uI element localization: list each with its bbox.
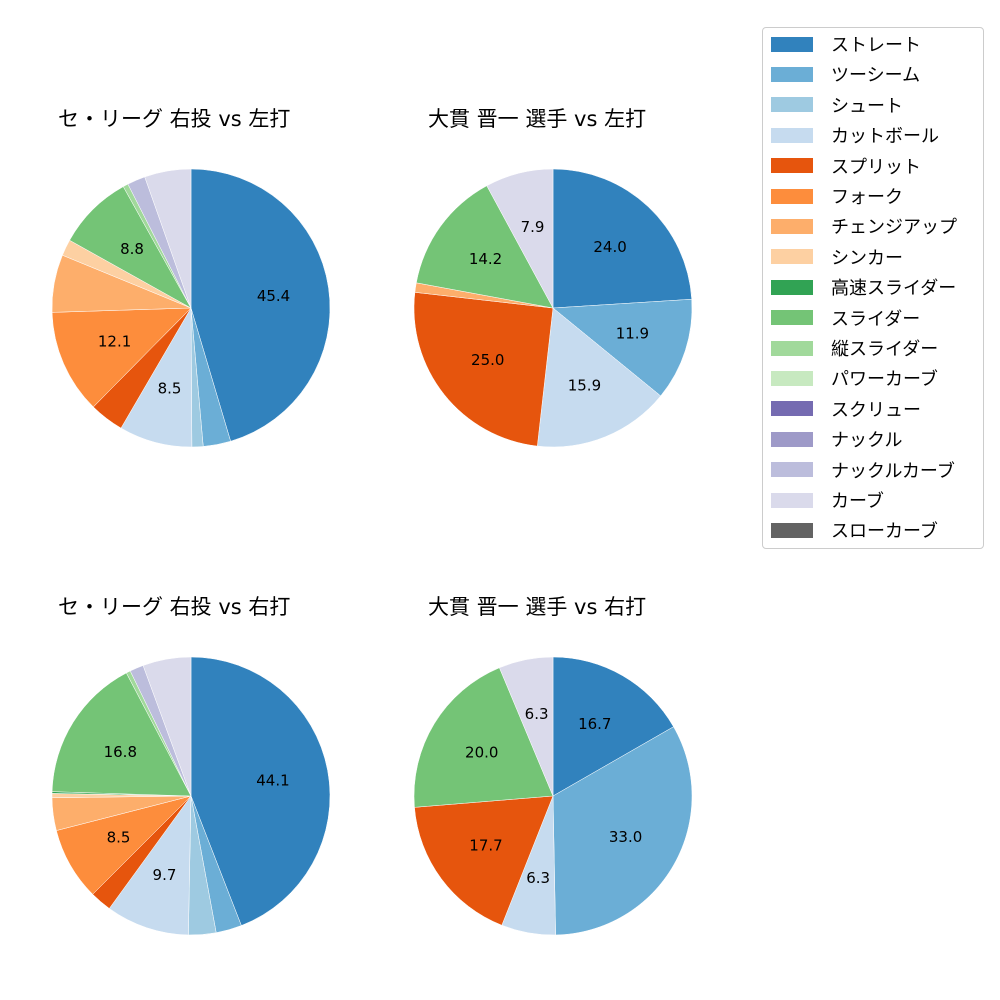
pie-slice bbox=[414, 795, 554, 926]
chart-title-top-left: セ・リーグ 右投 vs 左打 bbox=[58, 107, 291, 131]
pie-chart: 45.4 8.5 12.1 8.8 bbox=[51, 168, 331, 448]
legend-label: フォーク bbox=[831, 187, 903, 208]
slice-label: 24.0 bbox=[593, 238, 626, 256]
legend-label: 高速スライダー bbox=[831, 278, 957, 300]
legend-label: チェンジアップ bbox=[831, 217, 957, 239]
legend-swatch bbox=[771, 370, 813, 386]
pie-slice bbox=[51, 307, 192, 408]
pie-slice bbox=[51, 672, 192, 797]
legend-item: スプリット bbox=[771, 156, 921, 178]
legend-label: スライダー bbox=[831, 308, 921, 330]
pie-slice bbox=[552, 726, 693, 936]
slice-label: 45.4 bbox=[257, 287, 290, 305]
pie-chart: 16.7 33.0 6.3 17.7 20.0 6.3 bbox=[413, 656, 693, 936]
slice-label: 16.7 bbox=[578, 715, 611, 733]
chart-title-bottom-right: 大貫 晋一 選手 vs 右打 bbox=[428, 595, 647, 619]
chart-title-bottom-left: セ・リーグ 右投 vs 右打 bbox=[58, 595, 291, 619]
pie-slice bbox=[552, 299, 693, 397]
legend-label: カットボール bbox=[831, 126, 939, 148]
legend-swatch bbox=[771, 462, 813, 478]
pie-slice bbox=[486, 168, 554, 309]
legend-item: スクリュー bbox=[771, 399, 921, 421]
legend-item: チェンジアップ bbox=[771, 216, 957, 239]
legend-swatch bbox=[771, 158, 813, 174]
legend-label: ストレート bbox=[831, 35, 921, 56]
legend-item: カットボール bbox=[771, 125, 939, 148]
slice-label: 9.7 bbox=[153, 866, 177, 884]
legend: ストレートツーシームシュートカットボール スプリットフォークチェンジアップ シンカー… bbox=[762, 27, 984, 549]
legend-swatch bbox=[771, 310, 813, 326]
pie-slice bbox=[537, 307, 662, 448]
pie-slice bbox=[552, 656, 674, 797]
legend-swatch bbox=[771, 66, 813, 82]
legend-swatch bbox=[771, 401, 813, 417]
legend-label: スローカーブ bbox=[831, 521, 938, 543]
legend-item: ナックル bbox=[771, 429, 903, 452]
pie-chart: 44.1 9.7 8.5 16.8 bbox=[51, 656, 331, 936]
legend-item: シュート bbox=[771, 95, 903, 117]
legend-item: 縦スライダー bbox=[771, 338, 939, 360]
legend-swatch bbox=[771, 127, 813, 143]
slice-label: 17.7 bbox=[469, 837, 502, 855]
slice-label: 6.3 bbox=[525, 705, 549, 723]
legend-swatch bbox=[771, 431, 813, 447]
legend-swatch bbox=[771, 522, 813, 538]
pie-slice bbox=[413, 292, 554, 447]
legend-label: シンカー bbox=[831, 247, 903, 269]
legend-label: シュート bbox=[831, 95, 903, 117]
pie-slice bbox=[416, 185, 554, 309]
legend-item: パワーカーブ bbox=[771, 368, 938, 391]
legend-item: スローカーブ bbox=[771, 520, 938, 543]
legend-label: パワーカーブ bbox=[831, 369, 938, 391]
pie-slice bbox=[190, 656, 331, 926]
legend-swatch bbox=[771, 97, 813, 113]
legend-item: カーブ bbox=[771, 490, 884, 512]
slice-label: 7.9 bbox=[521, 218, 545, 236]
slice-label: 11.9 bbox=[616, 325, 649, 343]
legend-item: スライダー bbox=[771, 308, 921, 330]
slice-label: 15.9 bbox=[568, 376, 601, 394]
legend-label: ツーシーム bbox=[831, 65, 921, 87]
legend-label: ナックルカーブ bbox=[831, 460, 955, 482]
legend-item: 高速スライダー bbox=[771, 277, 957, 300]
slice-label: 33.0 bbox=[609, 828, 642, 846]
slice-label: 25.0 bbox=[471, 351, 504, 369]
pie-slice bbox=[552, 168, 692, 309]
slice-label: 14.2 bbox=[469, 250, 502, 268]
pie-slice bbox=[142, 656, 192, 797]
legend-item: ストレート bbox=[771, 34, 921, 56]
legend-item: シンカー bbox=[771, 247, 903, 269]
slice-label: 8.5 bbox=[107, 828, 131, 846]
legend-label: ナックル bbox=[831, 430, 903, 452]
pie-slice bbox=[108, 795, 192, 936]
pie-slice bbox=[144, 168, 192, 309]
pie-chart: 24.0 11.9 15.9 25.0 14.2 7.9 bbox=[413, 168, 693, 448]
slice-label: 20.0 bbox=[465, 744, 498, 762]
slice-label: 8.5 bbox=[158, 380, 182, 398]
legend-swatch bbox=[771, 340, 813, 356]
slice-label: 44.1 bbox=[256, 772, 289, 790]
pie-slice bbox=[499, 656, 554, 797]
legend-label: スプリット bbox=[831, 156, 921, 178]
legend-swatch bbox=[771, 279, 813, 295]
slice-label: 16.8 bbox=[104, 743, 137, 761]
chart-title-top-right: 大貫 晋一 選手 vs 左打 bbox=[428, 107, 647, 131]
legend-swatch bbox=[771, 188, 813, 204]
legend-item: ツーシーム bbox=[771, 64, 921, 87]
legend-label: 縦スライダー bbox=[831, 339, 939, 360]
legend-swatch bbox=[771, 249, 813, 265]
legend-item: フォーク bbox=[771, 186, 903, 208]
legend-swatch bbox=[771, 218, 813, 234]
slice-label: 8.8 bbox=[120, 240, 144, 258]
slice-label: 6.3 bbox=[526, 869, 550, 887]
slice-label: 12.1 bbox=[98, 332, 131, 350]
legend-label: スクリュー bbox=[831, 399, 921, 421]
legend-swatch bbox=[771, 36, 813, 52]
legend-swatch bbox=[771, 492, 813, 508]
pie-slice bbox=[413, 667, 554, 808]
pie-slice bbox=[190, 168, 331, 442]
legend-label: カーブ bbox=[831, 491, 884, 512]
legend-item: ナックルカーブ bbox=[771, 460, 955, 482]
